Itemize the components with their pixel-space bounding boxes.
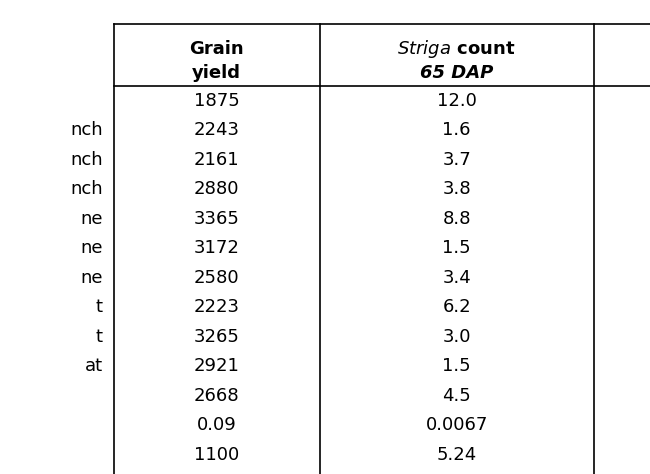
- Text: 2668: 2668: [194, 387, 239, 405]
- Text: 1875: 1875: [194, 92, 240, 110]
- Text: 3365: 3365: [194, 210, 240, 228]
- Text: 3172: 3172: [194, 239, 240, 257]
- Text: 4.5: 4.5: [442, 387, 471, 405]
- Text: nch: nch: [70, 151, 103, 169]
- Text: 3265: 3265: [194, 328, 240, 346]
- Text: 1.5: 1.5: [443, 357, 471, 375]
- Text: $\it{Striga}$ count: $\it{Striga}$ count: [397, 38, 516, 60]
- Text: 3.4: 3.4: [442, 269, 471, 287]
- Text: 2580: 2580: [194, 269, 239, 287]
- Text: 2161: 2161: [194, 151, 239, 169]
- Text: yield: yield: [192, 64, 241, 82]
- Text: 0.09: 0.09: [197, 416, 237, 434]
- Text: 0.0067: 0.0067: [426, 416, 488, 434]
- Text: 2880: 2880: [194, 180, 239, 198]
- Text: 1100: 1100: [194, 446, 239, 464]
- Text: 2243: 2243: [194, 121, 240, 139]
- Text: ne: ne: [81, 210, 103, 228]
- Text: 12.0: 12.0: [437, 92, 476, 110]
- Text: 65 DAP: 65 DAP: [420, 64, 493, 82]
- Text: at: at: [84, 357, 103, 375]
- Text: ne: ne: [81, 239, 103, 257]
- Text: 2921: 2921: [194, 357, 240, 375]
- Text: 2223: 2223: [194, 298, 240, 316]
- Text: 1.5: 1.5: [443, 239, 471, 257]
- Text: 6.2: 6.2: [443, 298, 471, 316]
- Text: nch: nch: [70, 180, 103, 198]
- Text: t: t: [96, 328, 103, 346]
- Text: Grain: Grain: [189, 40, 244, 58]
- Text: 3.7: 3.7: [442, 151, 471, 169]
- Text: t: t: [96, 298, 103, 316]
- Text: 3.0: 3.0: [443, 328, 471, 346]
- Text: ne: ne: [81, 269, 103, 287]
- Text: 3.8: 3.8: [443, 180, 471, 198]
- Text: nch: nch: [70, 121, 103, 139]
- Text: 5.24: 5.24: [437, 446, 476, 464]
- Text: 1.6: 1.6: [443, 121, 471, 139]
- Text: 8.8: 8.8: [443, 210, 471, 228]
